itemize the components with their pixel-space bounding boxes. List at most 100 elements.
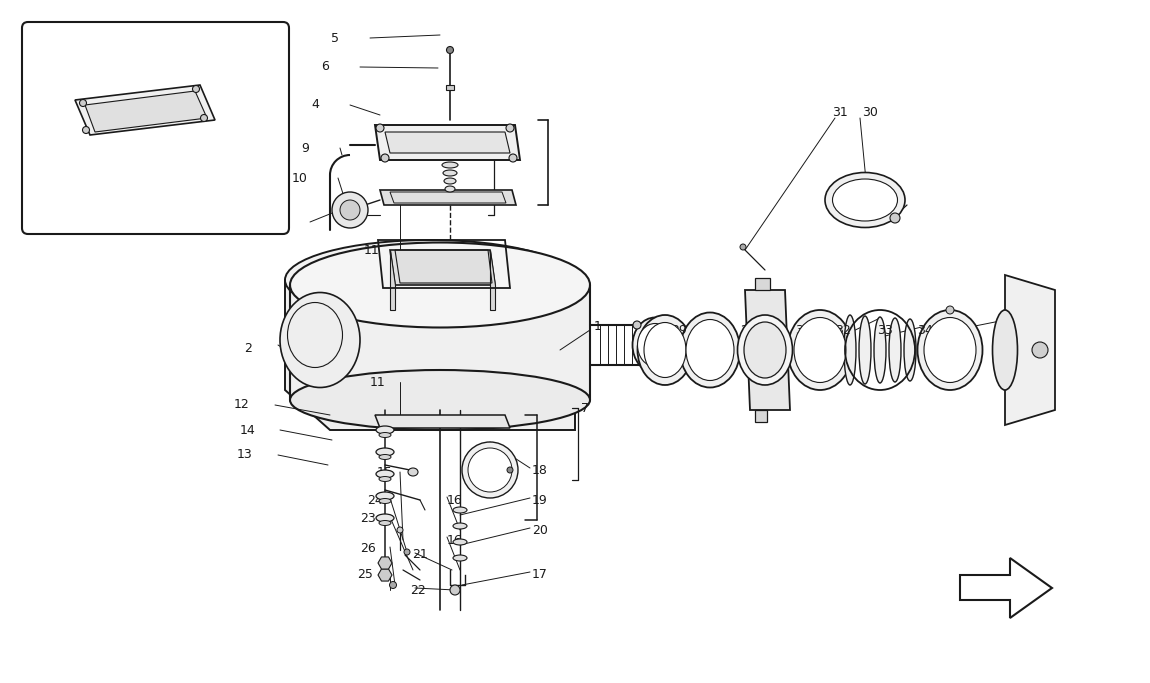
Ellipse shape: [376, 492, 394, 500]
Circle shape: [404, 549, 411, 555]
Polygon shape: [960, 558, 1052, 618]
Polygon shape: [745, 290, 790, 410]
Text: 21: 21: [412, 548, 428, 561]
Ellipse shape: [442, 162, 458, 168]
Bar: [756, 410, 767, 422]
Ellipse shape: [859, 316, 871, 384]
Circle shape: [446, 46, 453, 53]
Text: 3: 3: [451, 253, 459, 266]
Ellipse shape: [637, 315, 692, 385]
Circle shape: [739, 244, 746, 250]
Circle shape: [79, 100, 86, 107]
Circle shape: [890, 213, 900, 223]
Ellipse shape: [408, 468, 417, 476]
Text: 5: 5: [331, 31, 339, 44]
Bar: [756, 278, 771, 290]
Ellipse shape: [918, 310, 982, 390]
Text: Vale per versione carbonio - optional: Vale per versione carbonio - optional: [36, 195, 254, 205]
Text: 4: 4: [206, 68, 214, 81]
Polygon shape: [285, 280, 575, 430]
Text: 18: 18: [532, 464, 547, 477]
Text: 2: 2: [244, 342, 252, 354]
Text: 25: 25: [356, 568, 373, 581]
Ellipse shape: [923, 318, 976, 382]
Ellipse shape: [637, 324, 673, 367]
Text: 33: 33: [877, 324, 892, 337]
Ellipse shape: [453, 523, 467, 529]
Text: 6: 6: [321, 61, 329, 74]
Circle shape: [83, 126, 90, 133]
Ellipse shape: [737, 315, 792, 385]
Bar: [446, 85, 454, 90]
Ellipse shape: [285, 240, 575, 320]
Ellipse shape: [453, 555, 467, 561]
Ellipse shape: [992, 310, 1018, 390]
Ellipse shape: [744, 322, 785, 378]
Text: 22: 22: [411, 583, 425, 596]
Circle shape: [450, 585, 460, 595]
Text: 24: 24: [367, 494, 383, 507]
Text: 23: 23: [360, 512, 376, 525]
Text: Valid for carbon version - optional: Valid for carbon version - optional: [45, 208, 246, 218]
Ellipse shape: [632, 318, 677, 372]
Text: 10: 10: [292, 171, 308, 184]
Ellipse shape: [644, 322, 687, 378]
Text: 13: 13: [237, 449, 253, 462]
Text: 31: 31: [833, 107, 848, 120]
Text: 7: 7: [496, 141, 504, 154]
Circle shape: [332, 192, 368, 228]
Polygon shape: [390, 250, 394, 310]
Text: 12: 12: [235, 398, 250, 411]
Ellipse shape: [874, 317, 886, 383]
Ellipse shape: [687, 320, 734, 380]
Text: 4: 4: [310, 98, 319, 111]
Circle shape: [632, 321, 641, 329]
Ellipse shape: [889, 318, 900, 382]
Text: 34: 34: [918, 324, 933, 337]
Text: 11: 11: [370, 376, 386, 389]
Ellipse shape: [444, 178, 457, 184]
Circle shape: [381, 154, 389, 162]
Text: 11: 11: [365, 244, 380, 257]
Circle shape: [192, 85, 199, 92]
Ellipse shape: [680, 313, 739, 387]
Ellipse shape: [443, 170, 457, 176]
Text: 30: 30: [862, 107, 877, 120]
Polygon shape: [490, 250, 494, 310]
Text: 29: 29: [672, 324, 687, 337]
Circle shape: [507, 467, 513, 473]
Text: 1: 1: [595, 320, 601, 333]
Circle shape: [468, 448, 512, 492]
Ellipse shape: [380, 477, 391, 482]
Ellipse shape: [376, 470, 394, 478]
Circle shape: [397, 527, 402, 533]
Circle shape: [376, 124, 384, 132]
Polygon shape: [380, 190, 516, 205]
Text: 7: 7: [581, 402, 589, 415]
Ellipse shape: [445, 186, 455, 192]
Text: 26: 26: [360, 542, 376, 555]
Circle shape: [200, 115, 207, 122]
Ellipse shape: [290, 242, 590, 328]
Text: 14: 14: [240, 423, 255, 436]
Circle shape: [390, 581, 397, 589]
Polygon shape: [75, 85, 215, 135]
Text: 17: 17: [532, 568, 547, 581]
Text: 28: 28: [706, 324, 722, 337]
Polygon shape: [378, 569, 392, 581]
Ellipse shape: [788, 310, 852, 390]
Circle shape: [509, 154, 518, 162]
Text: 32: 32: [835, 324, 851, 337]
Circle shape: [946, 306, 954, 314]
Ellipse shape: [376, 426, 394, 434]
Ellipse shape: [376, 448, 394, 456]
Circle shape: [506, 124, 514, 132]
Text: 9: 9: [301, 141, 309, 154]
Ellipse shape: [904, 319, 917, 381]
Ellipse shape: [453, 539, 467, 545]
Polygon shape: [378, 557, 392, 569]
Ellipse shape: [825, 173, 905, 227]
Polygon shape: [385, 132, 509, 153]
Ellipse shape: [380, 454, 391, 460]
FancyBboxPatch shape: [22, 22, 289, 234]
